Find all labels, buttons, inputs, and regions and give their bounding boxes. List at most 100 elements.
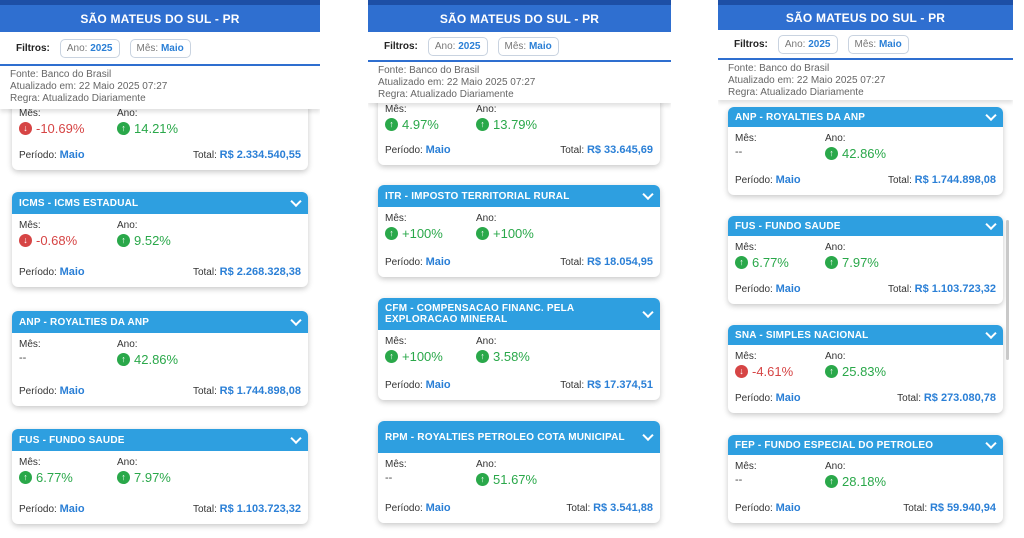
ano-change: ↑ 42.86% — [825, 146, 886, 161]
total-value: R$ 2.334.540,55 — [219, 149, 301, 161]
filters-label: Filtros: — [16, 42, 50, 54]
mes-change: ↑ 6.77% — [735, 255, 789, 270]
mes-value: -4.61% — [752, 364, 794, 379]
card-header[interactable]: ICMS - ICMS ESTADUAL — [12, 192, 308, 214]
periodo-label: Período: — [19, 150, 57, 161]
ano-filter-chip[interactable]: Ano: 2025 — [777, 34, 838, 54]
mes-label: Mês: — [735, 133, 757, 144]
periodo: Período: Maio — [735, 174, 801, 186]
card-header[interactable]: ANP - ROYALTIES DA ANP — [728, 107, 1003, 127]
scrollbar[interactable] — [1006, 220, 1009, 360]
filter-bar: Filtros: Ano: 2025 Mês: Maio — [718, 30, 1013, 60]
mes-label: Mês: — [385, 213, 407, 224]
revenue-card: RPM - ROYALTIES PETROLEO COTA MUNICIPAL … — [378, 421, 660, 523]
mes-value: Maio — [160, 42, 184, 54]
card-footer: Período: Maio Total: R$ 1.103.723,32 — [735, 283, 996, 295]
ano-filter-chip[interactable]: Ano: 2025 — [59, 38, 120, 58]
ano-value: 42.86% — [134, 352, 179, 367]
mes-change: ↑ 6.77% — [19, 470, 73, 485]
mes-label: Mês: — [854, 38, 877, 50]
ano-value: 2025 — [90, 42, 113, 54]
chevron-down-icon[interactable] — [642, 429, 654, 442]
source-info: Fonte: Banco do Brasil Atualizado em: 22… — [0, 66, 320, 109]
card-header[interactable]: ANP - ROYALTIES DA ANP — [12, 311, 308, 333]
mes-change: -- — [19, 352, 41, 364]
card-header[interactable]: ITR - IMPOSTO TERRITORIAL RURAL — [378, 185, 660, 207]
ano-value: 2025 — [458, 40, 481, 52]
periodo-value: Maio — [775, 174, 801, 186]
total: Total: R$ 18.054,95 — [560, 256, 653, 268]
ano-change: ↑ 28.18% — [825, 474, 886, 489]
periodo-value: Maio — [775, 283, 801, 295]
revenue-card: ANP - ROYALTIES DA ANP Mês: -- Ano: ↑ 42.… — [728, 107, 1003, 195]
chevron-down-icon[interactable] — [642, 306, 654, 319]
mes-value: +100% — [402, 226, 443, 241]
mes-filter-chip[interactable]: Mês: Maio — [497, 36, 559, 56]
mes-label: Mês: — [19, 108, 41, 119]
app-header: SÃO MATEUS DO SUL - PR — [0, 0, 320, 32]
phone-screen-3: SÃO MATEUS DO SUL - PR Filtros: Ano: 202… — [718, 0, 1013, 538]
ano-filter-chip[interactable]: Ano: 2025 — [427, 36, 488, 56]
chevron-down-icon[interactable] — [290, 314, 302, 327]
mes-label: Mês: — [19, 457, 41, 468]
ano-label: Ano: — [66, 42, 88, 54]
periodo-value: Maio — [59, 503, 85, 515]
chevron-down-icon[interactable] — [985, 218, 997, 231]
total-value: R$ 1.744.898,08 — [914, 174, 996, 186]
phone-screen-1: SÃO MATEUS DO SUL - PR Filtros: Ano: 202… — [0, 0, 320, 538]
chevron-down-icon[interactable] — [642, 188, 654, 201]
ano-label: Ano: — [825, 133, 846, 144]
chevron-down-icon[interactable] — [290, 195, 302, 208]
arrow-up-icon: ↑ — [117, 353, 130, 366]
mes-label: Mês: — [385, 104, 407, 115]
card-header[interactable]: FUS - FUNDO SAUDE — [728, 216, 1003, 236]
card-title: CFM - COMPENSACAO FINANC. PELA EXPLORACA… — [385, 303, 574, 325]
chevron-down-icon[interactable] — [985, 109, 997, 122]
card-header[interactable]: FEP - FUNDO ESPECIAL DO PETROLEO — [728, 435, 1003, 455]
arrow-up-icon: ↑ — [476, 118, 489, 131]
card-footer: Período: Maio Total: R$ 3.541,88 — [385, 502, 653, 514]
arrow-up-icon: ↑ — [385, 350, 398, 363]
mes-value: -- — [385, 472, 393, 484]
ano-label: Ano: — [117, 339, 138, 350]
mes-value: -0.68% — [36, 233, 78, 248]
ano-label: Ano: — [476, 459, 497, 470]
card-header[interactable]: RPM - ROYALTIES PETROLEO COTA MUNICIPAL — [378, 421, 660, 453]
arrow-up-icon: ↑ — [825, 475, 838, 488]
mes-change: -- — [735, 474, 757, 486]
total-label: Total: — [192, 386, 217, 397]
total: Total: R$ 1.103.723,32 — [888, 283, 996, 295]
chevron-down-icon[interactable] — [985, 437, 997, 450]
card-header[interactable]: FUS - FUNDO SAUDE — [12, 429, 308, 451]
mes-filter-chip[interactable]: Mês: Maio — [129, 38, 191, 58]
page-title: SÃO MATEUS DO SUL - PR — [439, 11, 600, 26]
card-header[interactable]: SNA - SIMPLES NACIONAL — [728, 325, 1003, 345]
revenue-card: FUS - FUNDO SAUDE Mês: ↑ 6.77% Ano: ↑ 7.97… — [728, 216, 1003, 304]
periodo: Período: Maio — [385, 256, 451, 268]
mes-value: -- — [735, 146, 743, 158]
ano-value: 14.21% — [134, 121, 179, 136]
mes-label: Mês: — [385, 459, 407, 470]
revenue-card: SNA - SIMPLES NACIONAL Mês: ↓ -4.61% Ano:… — [728, 325, 1003, 413]
card-title: FEP - FUNDO ESPECIAL DO PETROLEO — [735, 439, 934, 451]
periodo: Período: Maio — [19, 385, 85, 397]
ano-value: 42.86% — [842, 146, 887, 161]
total-value: R$ 2.268.328,38 — [219, 266, 301, 278]
ano-change: ↑ 7.97% — [825, 255, 879, 270]
chevron-down-icon[interactable] — [985, 327, 997, 340]
ano-value: 2025 — [808, 38, 831, 50]
periodo-label: Período: — [735, 503, 773, 514]
revenue-card: FEP - FUNDO ESPECIAL DO PETROLEO Mês: --… — [728, 435, 1003, 523]
card-footer: Período: Maio Total: R$ 18.054,95 — [385, 256, 653, 268]
mes-filter-chip[interactable]: Mês: Maio — [847, 34, 909, 54]
total: Total: R$ 59.940,94 — [903, 502, 996, 514]
ano-change: ↑ 25.83% — [825, 364, 886, 379]
periodo-label: Período: — [385, 257, 423, 268]
source-text: Fonte: Banco do Brasil — [728, 63, 830, 74]
chevron-down-icon[interactable] — [290, 432, 302, 445]
total-label: Total: — [897, 393, 922, 404]
mes-change: ↑ +100% — [385, 349, 443, 364]
total-value: R$ 273.080,78 — [923, 392, 996, 404]
card-header[interactable]: CFM - COMPENSACAO FINANC. PELA EXPLORACA… — [378, 298, 660, 330]
periodo-value: Maio — [425, 379, 451, 391]
